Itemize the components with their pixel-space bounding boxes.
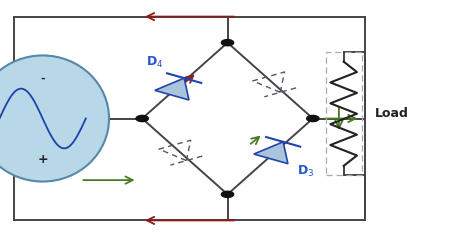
Text: +: + xyxy=(37,154,48,166)
Text: D$_3$: D$_3$ xyxy=(297,164,314,179)
Text: D$_4$: D$_4$ xyxy=(146,55,163,70)
Ellipse shape xyxy=(0,55,109,182)
Circle shape xyxy=(221,191,234,197)
Text: -: - xyxy=(40,74,45,84)
Circle shape xyxy=(307,115,319,122)
Text: Load: Load xyxy=(374,107,408,120)
Polygon shape xyxy=(155,78,189,100)
Circle shape xyxy=(221,40,234,46)
Polygon shape xyxy=(254,142,288,164)
Circle shape xyxy=(136,115,148,122)
